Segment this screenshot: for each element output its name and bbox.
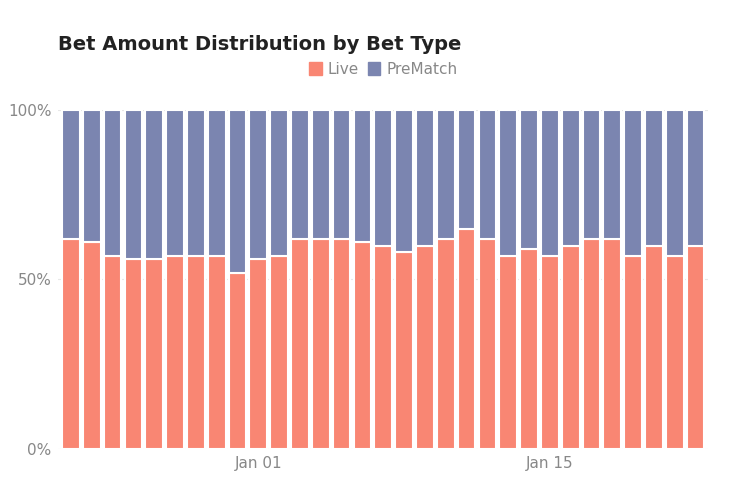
Bar	[437, 239, 455, 449]
Bar	[624, 255, 642, 449]
Bar	[62, 110, 80, 239]
Bar	[520, 110, 538, 249]
Bar	[541, 255, 558, 449]
Bar	[645, 246, 663, 449]
Bar	[437, 110, 455, 239]
Bar	[125, 259, 142, 449]
Bar	[166, 255, 184, 449]
Bar	[312, 110, 330, 239]
Bar	[458, 110, 475, 229]
Bar	[104, 255, 121, 449]
Bar	[291, 239, 309, 449]
Bar	[624, 110, 642, 255]
Bar	[499, 110, 517, 255]
Bar	[250, 259, 267, 449]
Bar	[479, 239, 496, 449]
Bar	[541, 110, 558, 255]
Bar	[312, 239, 330, 449]
Bar	[270, 255, 288, 449]
Bar	[562, 110, 580, 246]
Bar	[62, 239, 80, 449]
Bar	[374, 246, 392, 449]
Bar	[104, 110, 121, 255]
Bar	[353, 110, 372, 242]
Text: Bet Amount Distribution by Bet Type: Bet Amount Distribution by Bet Type	[58, 35, 462, 54]
Bar	[583, 239, 600, 449]
Bar	[270, 110, 288, 255]
Bar	[604, 110, 621, 239]
Bar	[666, 255, 683, 449]
Bar	[83, 110, 101, 242]
Bar	[562, 246, 580, 449]
Bar	[416, 110, 434, 246]
Legend: Live, PreMatch: Live, PreMatch	[303, 56, 464, 83]
Bar	[395, 252, 413, 449]
Bar	[208, 110, 226, 255]
Bar	[187, 110, 204, 255]
Bar	[145, 110, 163, 259]
Bar	[166, 110, 184, 255]
Bar	[395, 110, 413, 252]
Bar	[228, 272, 246, 449]
Bar	[583, 110, 600, 239]
Bar	[187, 255, 204, 449]
Bar	[291, 110, 309, 239]
Bar	[208, 255, 226, 449]
Bar	[333, 110, 350, 239]
Bar	[645, 110, 663, 246]
Bar	[250, 110, 267, 259]
Bar	[83, 242, 101, 449]
Bar	[687, 246, 704, 449]
Bar	[520, 249, 538, 449]
Bar	[125, 110, 142, 259]
Bar	[604, 239, 621, 449]
Bar	[228, 110, 246, 272]
Bar	[374, 110, 392, 246]
Bar	[333, 239, 350, 449]
Bar	[687, 110, 704, 246]
Bar	[458, 229, 475, 449]
Bar	[416, 246, 434, 449]
Bar	[145, 259, 163, 449]
Bar	[479, 110, 496, 239]
Bar	[499, 255, 517, 449]
Bar	[666, 110, 683, 255]
Bar	[353, 242, 372, 449]
